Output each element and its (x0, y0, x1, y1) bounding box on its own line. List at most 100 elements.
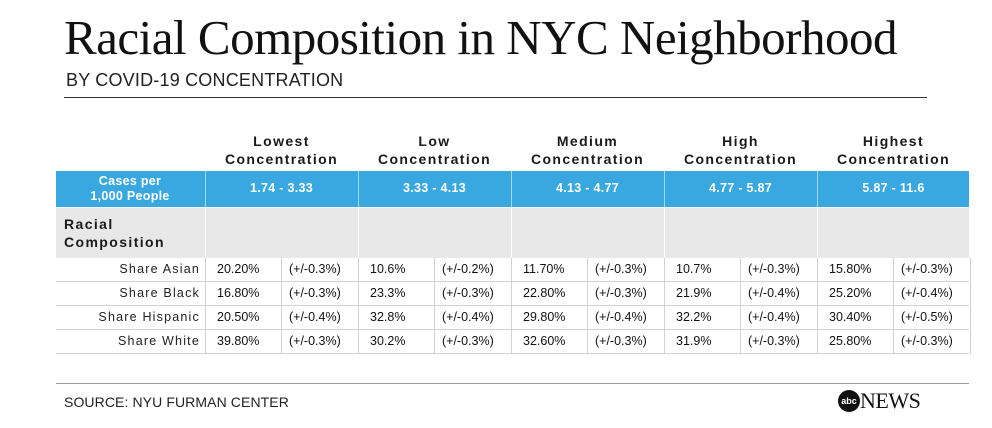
range-divider (358, 171, 359, 207)
table-row: Share Hispanic 20.50% (+/-0.4%) 32.8% (+/-0.… (56, 306, 969, 330)
column-header-4: High Concentration (664, 132, 817, 168)
margin-of-error: (+/-0.4%) (595, 310, 647, 324)
cases-range-row: Cases per 1,000 People 1.74 - 3.33 3.33 -… (56, 171, 969, 207)
row-label: Share Hispanic (98, 310, 200, 324)
column-header-2: Low Concentration (358, 132, 511, 168)
racial-composition-row: Racial Composition (56, 208, 969, 258)
section-label-line2: Composition (64, 234, 165, 250)
margin-of-error: (+/-0.4%) (442, 310, 494, 324)
grid-line (893, 258, 894, 354)
column-header-3: Medium Concentration (511, 132, 664, 168)
column-header-line1: Highest (862, 133, 925, 149)
margin-of-error: (+/-0.3%) (289, 286, 341, 300)
share-value: 10.6% (370, 262, 406, 276)
table-row: Share Black 16.80% (+/-0.3%) 23.3% (+/-0.3%)… (56, 282, 969, 306)
share-value: 15.80% (829, 262, 872, 276)
column-header-row: Lowest Concentration Low Concentration Mediu… (56, 124, 969, 170)
section-divider (205, 208, 206, 258)
margin-of-error: (+/-0.4%) (289, 310, 341, 324)
share-value: 30.40% (829, 310, 872, 324)
range-divider (817, 171, 818, 207)
column-header-line2: Concentration (530, 151, 645, 167)
row-label: Share Asian (119, 262, 200, 276)
column-header-line1: Medium (556, 133, 619, 149)
news-wordmark: NEWS (860, 388, 921, 413)
chart-subtitle: BY COVID-19 CONCENTRATION (66, 70, 344, 90)
range-value-3: 4.13 - 4.77 (555, 181, 620, 195)
share-value: 39.80% (217, 334, 260, 348)
column-header-line2: Concentration (683, 151, 798, 167)
share-value: 32.8% (370, 310, 406, 324)
column-header-line1: High (722, 133, 759, 149)
range-divider (511, 171, 512, 207)
grid-line (358, 258, 359, 354)
grid-line (970, 258, 971, 354)
cases-label: Cases per 1,000 People (56, 174, 204, 204)
margin-of-error: (+/-0.3%) (595, 262, 647, 276)
share-value: 20.20% (217, 262, 260, 276)
column-header-line2: Concentration (377, 151, 492, 167)
grid-line (664, 258, 665, 354)
share-value: 32.60% (523, 334, 566, 348)
margin-of-error: (+/-0.4%) (901, 286, 953, 300)
share-value: 21.9% (676, 286, 712, 300)
abc-logo-circle: abc (838, 390, 860, 412)
share-value: 22.80% (523, 286, 566, 300)
section-label-line1: Racial (64, 216, 114, 232)
share-value: 25.80% (829, 334, 872, 348)
racial-composition-label: Racial Composition (64, 215, 165, 251)
grid-line (587, 258, 588, 354)
row-label: Share White (118, 334, 200, 348)
share-value: 23.3% (370, 286, 406, 300)
grid-line (434, 258, 435, 354)
title-divider (64, 97, 927, 98)
section-divider (664, 208, 665, 258)
grid-line (511, 258, 512, 354)
grid-line (817, 258, 818, 354)
margin-of-error: (+/-0.3%) (289, 262, 341, 276)
share-value: 16.80% (217, 286, 260, 300)
table-row: Share White 39.80% (+/-0.3%) 30.2% (+/-0.3%)… (56, 330, 969, 354)
grid-line (281, 258, 282, 354)
column-header-line1: Low (418, 133, 451, 149)
share-value: 10.7% (676, 262, 712, 276)
column-header-line2: Concentration (224, 151, 339, 167)
range-value-1: 1.74 - 3.33 (249, 181, 314, 195)
share-value: 31.9% (676, 334, 712, 348)
grid-line (205, 258, 206, 354)
margin-of-error: (+/-0.3%) (748, 262, 800, 276)
section-divider (511, 208, 512, 258)
column-header-1: Lowest Concentration (205, 132, 358, 168)
section-divider (358, 208, 359, 258)
range-divider (205, 171, 206, 207)
column-header-line2: Concentration (836, 151, 951, 167)
margin-of-error: (+/-0.4%) (748, 310, 800, 324)
table-row: Share Asian 20.20% (+/-0.3%) 10.6% (+/-0.2%)… (56, 258, 969, 282)
share-value: 29.80% (523, 310, 566, 324)
range-value-5: 5.87 - 11.6 (862, 181, 925, 195)
margin-of-error: (+/-0.4%) (748, 286, 800, 300)
footer-divider (56, 383, 969, 384)
range-value-4: 4.77 - 5.87 (708, 181, 773, 195)
margin-of-error: (+/-0.3%) (595, 334, 647, 348)
cases-label-line1: Cases per (98, 174, 162, 188)
row-label: Share Black (119, 286, 200, 300)
margin-of-error: (+/-0.3%) (442, 286, 494, 300)
margin-of-error: (+/-0.3%) (901, 262, 953, 276)
share-value: 25.20% (829, 286, 872, 300)
share-value: 11.70% (523, 262, 565, 276)
margin-of-error: (+/-0.3%) (289, 334, 341, 348)
margin-of-error: (+/-0.3%) (442, 334, 494, 348)
share-value: 30.2% (370, 334, 406, 348)
range-value-2: 3.33 - 4.13 (402, 181, 467, 195)
column-header-5: Highest Concentration (817, 132, 970, 168)
chart-title: Racial Composition in NYC Neighborhood (64, 10, 898, 65)
margin-of-error: (+/-0.2%) (442, 262, 494, 276)
share-value: 20.50% (217, 310, 260, 324)
cases-label-line2: 1,000 People (90, 189, 170, 203)
margin-of-error: (+/-0.3%) (901, 334, 953, 348)
margin-of-error: (+/-0.3%) (748, 334, 800, 348)
share-value: 32.2% (676, 310, 712, 324)
range-divider (664, 171, 665, 207)
grid-line (740, 258, 741, 354)
